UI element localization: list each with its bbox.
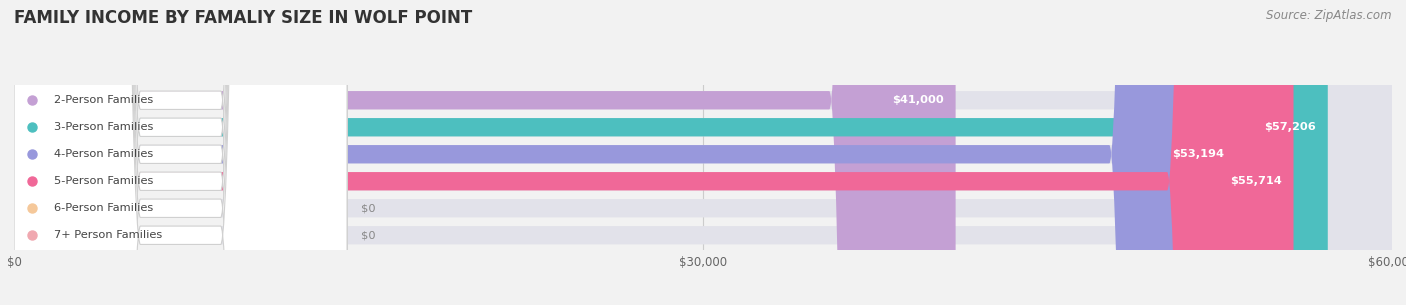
Text: 3-Person Families: 3-Person Families bbox=[55, 122, 153, 132]
FancyBboxPatch shape bbox=[14, 0, 347, 305]
FancyBboxPatch shape bbox=[14, 0, 347, 305]
Text: 5-Person Families: 5-Person Families bbox=[55, 176, 153, 186]
FancyBboxPatch shape bbox=[14, 0, 347, 305]
Text: $53,194: $53,194 bbox=[1173, 149, 1225, 159]
Text: $55,714: $55,714 bbox=[1230, 176, 1282, 186]
FancyBboxPatch shape bbox=[14, 0, 1392, 305]
FancyBboxPatch shape bbox=[14, 0, 1327, 305]
FancyBboxPatch shape bbox=[14, 0, 1392, 305]
FancyBboxPatch shape bbox=[14, 0, 1392, 305]
FancyBboxPatch shape bbox=[14, 0, 1392, 305]
Text: 6-Person Families: 6-Person Families bbox=[55, 203, 153, 213]
FancyBboxPatch shape bbox=[14, 0, 1236, 305]
FancyBboxPatch shape bbox=[14, 0, 347, 305]
Text: 7+ Person Families: 7+ Person Families bbox=[55, 230, 163, 240]
Text: FAMILY INCOME BY FAMALIY SIZE IN WOLF POINT: FAMILY INCOME BY FAMALIY SIZE IN WOLF PO… bbox=[14, 9, 472, 27]
Text: 2-Person Families: 2-Person Families bbox=[55, 95, 153, 105]
FancyBboxPatch shape bbox=[14, 0, 347, 305]
Text: Source: ZipAtlas.com: Source: ZipAtlas.com bbox=[1267, 9, 1392, 22]
Text: $0: $0 bbox=[361, 230, 375, 240]
FancyBboxPatch shape bbox=[14, 0, 347, 305]
FancyBboxPatch shape bbox=[14, 0, 1392, 305]
FancyBboxPatch shape bbox=[14, 0, 1392, 305]
FancyBboxPatch shape bbox=[14, 0, 956, 305]
FancyBboxPatch shape bbox=[14, 0, 1294, 305]
Text: $57,206: $57,206 bbox=[1264, 122, 1316, 132]
Text: $0: $0 bbox=[361, 203, 375, 213]
Text: 4-Person Families: 4-Person Families bbox=[55, 149, 153, 159]
Text: $41,000: $41,000 bbox=[893, 95, 945, 105]
